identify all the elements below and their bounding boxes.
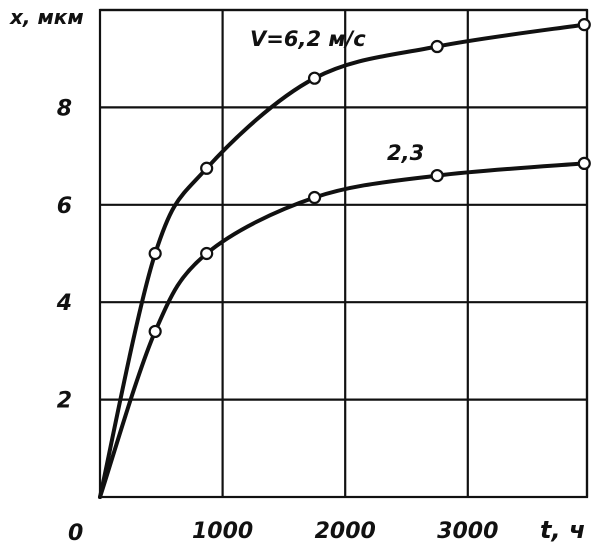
data-point-s0-3 <box>307 71 322 85</box>
data-point-s0-1 <box>148 246 162 261</box>
y-tick-label-2: 6 <box>57 194 72 219</box>
chart-grid <box>98 8 589 499</box>
x-axis-label: t, ч <box>540 516 585 544</box>
data-point-s0-2 <box>200 161 214 175</box>
chart-tick-labels: 1000 2000 3000 2 4 6 8 <box>56 96 499 544</box>
origin-label: 0 <box>68 521 83 546</box>
series-label-v62: V=6,2 м/с <box>250 27 366 51</box>
chart-points <box>148 18 591 339</box>
series-line-0 <box>98 22 587 499</box>
series-label-v23: 2,3 <box>387 141 424 165</box>
chart-curves <box>98 22 587 499</box>
x-tick-label-0: 1000 <box>192 519 253 544</box>
y-tick-label-1: 4 <box>56 291 72 316</box>
series-line-1 <box>98 161 587 499</box>
x-tick-label-1: 2000 <box>315 519 376 544</box>
data-point-s0-4 <box>430 39 444 54</box>
data-point-s1-1 <box>148 324 162 339</box>
y-tick-label-0: 2 <box>57 389 72 414</box>
data-point-s1-2 <box>200 246 214 261</box>
data-point-s0-5 <box>577 18 591 32</box>
plot-frame <box>98 8 589 499</box>
data-point-s1-3 <box>307 190 322 205</box>
data-point-s1-5 <box>577 156 591 171</box>
y-tick-label-3: 8 <box>57 96 72 121</box>
y-axis-label: x, мкм <box>9 5 84 29</box>
x-tick-label-2: 3000 <box>437 519 498 544</box>
data-point-s1-4 <box>430 168 444 183</box>
